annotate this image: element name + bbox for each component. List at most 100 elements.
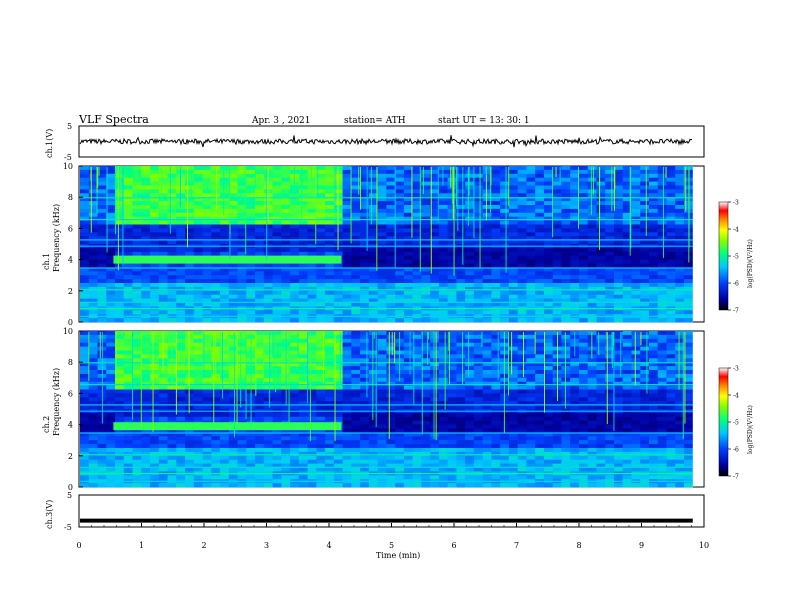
ch2-spec-cell <box>115 463 125 468</box>
ch1-spec-cell <box>666 208 676 214</box>
ch1-spec-cell <box>482 166 492 171</box>
ch2-spec-cell <box>141 350 151 355</box>
ch1-spec-cell <box>368 240 379 245</box>
ch1-spec-cell <box>395 212 405 218</box>
ch2-spec-cell <box>123 331 133 336</box>
ch1-spec-cell <box>272 193 282 198</box>
ch1-spec-cell <box>342 185 352 190</box>
ch1-spec-cell <box>246 197 256 202</box>
ch1-spec-cell <box>386 166 396 171</box>
ch2-spec-cell <box>272 475 282 480</box>
ch1-spec-cell <box>517 267 527 272</box>
ch2-spec-cell <box>430 463 440 468</box>
ch2-spec-cell <box>141 455 151 461</box>
ch1-spec-cell <box>543 247 554 253</box>
ch1-spec-cell <box>88 228 98 233</box>
ch1-spec-cell <box>237 201 247 206</box>
ch1-spec-cell <box>430 302 440 307</box>
ch1-spec-cell <box>167 298 177 303</box>
ch1-spec-cell <box>193 236 203 241</box>
ch2-spec-cell <box>351 385 361 390</box>
ch1-spec-cell <box>202 263 212 268</box>
ch1-spec-cell <box>395 197 405 202</box>
ch1-spec-cell <box>185 193 195 198</box>
ch2-spec-cell <box>132 483 142 488</box>
ch1-spec-cell <box>648 286 659 292</box>
ch1-spec-cell <box>465 177 475 182</box>
ch2-spec-cell <box>508 475 519 480</box>
ch2-spec-cell <box>88 436 98 441</box>
ch2-spec-cell <box>290 405 300 410</box>
ch1-spec-cell <box>368 169 379 175</box>
ch1-spec-spike <box>97 167 99 188</box>
ch1-spec-cell <box>167 318 177 323</box>
ch2-spec-cell <box>333 354 343 359</box>
ch1-spec-cell <box>605 205 615 210</box>
ch1-spec-cell <box>80 166 90 171</box>
ch1-spec-cell <box>386 310 396 315</box>
ch2-spec-cell <box>456 338 466 344</box>
ch1-spec-cell <box>640 185 650 190</box>
ch1-spec-cell <box>535 236 545 241</box>
ch2-spec-cell <box>465 475 475 480</box>
ch1-spec-cell <box>351 177 361 182</box>
ch1-spec-cell <box>403 267 414 272</box>
ch2-spec-cell <box>150 362 160 367</box>
ch2-spec-cell <box>141 412 151 418</box>
ch2-spec-cell <box>255 444 265 449</box>
ch2-spec-cell <box>482 424 492 429</box>
ch2-spec-cell <box>316 440 326 445</box>
ch1-spec-cell <box>526 185 536 190</box>
ch1-spec-cell <box>675 310 685 315</box>
ch1-spec-cell <box>316 251 326 257</box>
ch2-spec-cell <box>281 432 291 437</box>
ch2-spec-cell <box>97 440 107 445</box>
ch1-spec-cell <box>150 216 160 221</box>
ch2-spec-cell <box>368 366 379 371</box>
ch1-spec-spike <box>629 167 631 256</box>
ch2-spec-cell <box>403 455 414 461</box>
ch2-spec-cell <box>447 463 457 468</box>
ch2-spec-cell <box>88 401 98 406</box>
ch1-spec-cell <box>578 271 589 276</box>
ch1-spec-cell <box>360 294 370 299</box>
ch2-spec-cell <box>482 385 492 390</box>
ch2-spec-cell <box>377 338 387 344</box>
ch2-spec-cell <box>473 432 484 437</box>
ch1-spec-cell <box>368 173 379 179</box>
ch2-spec-cell <box>412 428 422 433</box>
ch1-spec-spike <box>559 167 561 184</box>
ch1-spec-cell <box>360 290 370 296</box>
ch2-spec-cell <box>123 483 133 488</box>
ch2-spec-cell <box>386 370 396 375</box>
ch1-spec-cell <box>456 302 466 307</box>
ch1-spec-cell <box>570 201 580 206</box>
ch1-spec-cell <box>115 290 125 296</box>
ch1-spec-cell <box>141 247 151 253</box>
ch2-spec-cell <box>421 432 431 437</box>
ch2-spec-cell <box>316 389 326 394</box>
ch1-spec-cell <box>307 290 317 296</box>
ch1-spec-cell <box>255 208 265 214</box>
ch2-spec-cell <box>421 428 431 433</box>
ch1-ytick-label: 8 <box>68 193 73 202</box>
ch1-spec-cell <box>316 189 326 194</box>
ch1-spec-cell <box>386 240 396 245</box>
ch2-spec-cell <box>342 370 352 375</box>
ch2-spec-cell <box>97 455 107 461</box>
ch2-spec-cell <box>360 334 370 340</box>
ch2-spec-cell <box>395 397 405 402</box>
ch2-spec-cell <box>115 483 125 488</box>
ch2-spec-cell <box>176 416 186 422</box>
ch1-spec-cell <box>657 271 667 276</box>
ch1-spec-cell <box>281 263 291 268</box>
ch2-spec-cell <box>290 350 300 355</box>
ch1-spec-cell <box>675 236 685 241</box>
ch2-spec-cell <box>491 342 501 347</box>
ch1-spec-cell <box>272 205 282 210</box>
ch1-spec-cell <box>596 294 606 299</box>
ch1-spec-cell <box>543 279 554 284</box>
ch1-spec-cell <box>403 318 414 323</box>
ch1-spec-cell <box>500 279 510 284</box>
ch1-spec-cell <box>263 290 273 296</box>
